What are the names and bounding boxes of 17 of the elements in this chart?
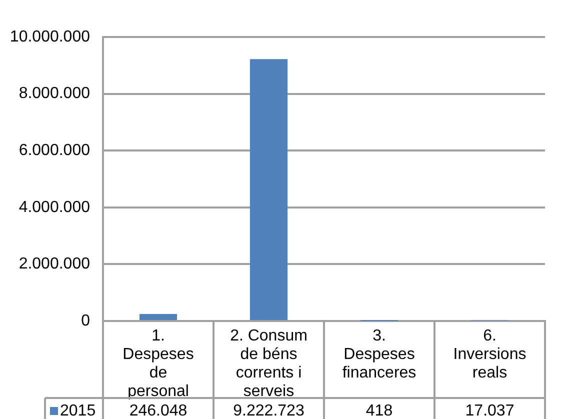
data-label: 246.048 xyxy=(129,402,188,419)
bar xyxy=(139,314,178,320)
y-tick-label: 0 xyxy=(81,312,90,330)
data-label: 418 xyxy=(366,402,393,419)
legend-label: 2015 xyxy=(60,402,96,419)
bar xyxy=(250,59,288,320)
y-tick-label: 10.000.000 xyxy=(10,28,90,46)
y-tick-label: 2.000.000 xyxy=(18,256,90,273)
data-label: 17.037 xyxy=(465,402,514,419)
data-label: 9.222.723 xyxy=(233,402,304,419)
x-tick-label: 3. Despeses financeres xyxy=(342,328,416,382)
y-tick-label: 8.000.000 xyxy=(18,85,90,102)
x-tick-label: 2. Consum de béns corrents i serveis xyxy=(230,328,308,400)
x-tick-label: 1. Despeses de personal xyxy=(122,328,194,400)
y-tick-label: 6.000.000 xyxy=(18,142,90,160)
y-tick-label: 4.000.000 xyxy=(18,198,90,216)
x-tick-label: 6. Inversions reals xyxy=(453,328,526,382)
